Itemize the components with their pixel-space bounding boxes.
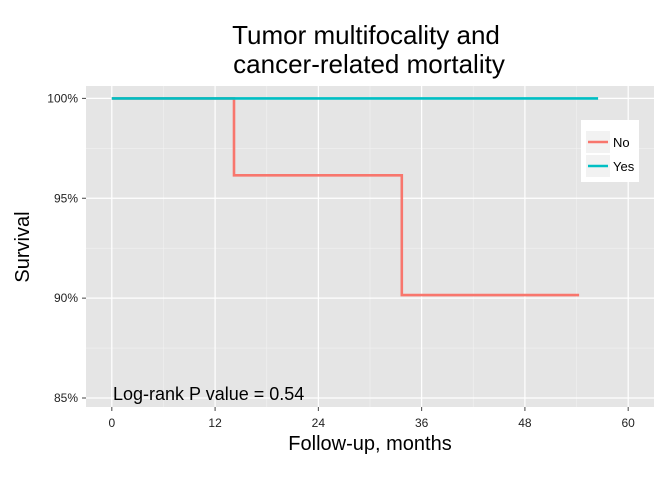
x-axis-label: Follow-up, months xyxy=(288,433,451,455)
x-tick-label: 60 xyxy=(622,416,636,430)
x-tick-label: 24 xyxy=(312,416,326,430)
chart-title-line-1: Tumor multifocality and xyxy=(232,20,500,50)
grid-minor xyxy=(86,86,654,407)
chart-title-line-2: cancer-related mortality xyxy=(233,49,505,79)
x-tick-label: 36 xyxy=(415,416,429,430)
legend-label-yes: Yes xyxy=(613,159,635,174)
axis-ticks: 0 12 24 36 48 60 85% 90% 95% 100% xyxy=(47,91,635,430)
y-tick-label: 85% xyxy=(54,391,78,405)
x-tick-label: 12 xyxy=(208,416,222,430)
x-tick-label: 0 xyxy=(108,416,115,430)
y-axis-label: Survival xyxy=(12,211,34,282)
legend: No Yes xyxy=(581,120,639,182)
x-tick-label: 48 xyxy=(518,416,532,430)
legend-label-no: No xyxy=(613,135,630,150)
y-tick-label: 95% xyxy=(54,191,78,205)
log-rank-annotation: Log-rank P value = 0.54 xyxy=(113,384,304,404)
y-tick-label: 100% xyxy=(47,91,78,105)
y-tick-label: 90% xyxy=(54,291,78,305)
series-layer xyxy=(111,97,599,297)
